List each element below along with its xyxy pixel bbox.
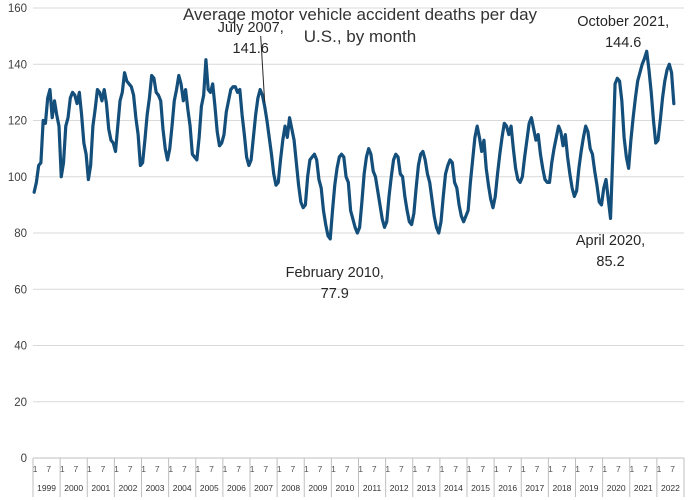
- month-tick-label: 1: [657, 464, 662, 474]
- month-tick-label: 1: [114, 464, 119, 474]
- month-tick-label: 7: [182, 464, 187, 474]
- y-tick-label: 140: [8, 59, 27, 71]
- chart-title: Average motor vehicle accident deaths pe…: [183, 5, 538, 24]
- month-tick-label: 7: [372, 464, 377, 474]
- annotation-leader-line: [260, 35, 266, 103]
- month-tick-label: 7: [263, 464, 268, 474]
- chart-subtitle: U.S., by month: [304, 27, 416, 46]
- month-tick-label: 7: [155, 464, 160, 474]
- month-tick-label: 7: [616, 464, 621, 474]
- month-tick-label: 7: [399, 464, 404, 474]
- month-tick-label: 1: [196, 464, 201, 474]
- annotation-value: 141.6: [233, 41, 269, 57]
- month-tick-label: 1: [521, 464, 526, 474]
- annotation-label: July 2007,: [218, 20, 284, 36]
- month-tick-label: 1: [331, 464, 336, 474]
- month-tick-label: 1: [223, 464, 228, 474]
- month-tick-label: 1: [385, 464, 390, 474]
- year-label: 2005: [200, 483, 219, 493]
- month-tick-label: 7: [73, 464, 78, 474]
- month-tick-label: 1: [413, 464, 418, 474]
- annotation-value: 85.2: [596, 254, 624, 270]
- year-label: 2008: [281, 483, 300, 493]
- year-label: 2007: [254, 483, 273, 493]
- year-label: 2001: [91, 483, 110, 493]
- month-tick-label: 7: [562, 464, 567, 474]
- y-tick-label: 40: [14, 341, 27, 353]
- month-tick-label: 7: [453, 464, 458, 474]
- month-tick-label: 1: [250, 464, 255, 474]
- year-label: 2020: [607, 483, 626, 493]
- year-label: 2004: [173, 483, 192, 493]
- month-tick-label: 1: [494, 464, 499, 474]
- month-tick-label: 7: [318, 464, 323, 474]
- month-tick-label: 7: [290, 464, 295, 474]
- month-tick-label: 1: [168, 464, 173, 474]
- y-tick-label: 100: [8, 172, 27, 184]
- year-label: 2015: [471, 483, 490, 493]
- month-tick-label: 1: [277, 464, 282, 474]
- year-label: 2021: [634, 483, 653, 493]
- year-label: 2009: [308, 483, 327, 493]
- month-tick-label: 7: [426, 464, 431, 474]
- y-tick-label: 120: [8, 116, 27, 128]
- annotation-value: 77.9: [321, 286, 349, 302]
- month-tick-label: 7: [535, 464, 540, 474]
- year-label: 2012: [390, 483, 409, 493]
- month-tick-label: 7: [589, 464, 594, 474]
- month-tick-label: 1: [440, 464, 445, 474]
- annotations: July 2007, 141.6 February 2010, 77.9 April 2…: [218, 14, 670, 302]
- month-tick-label: 7: [643, 464, 648, 474]
- year-label: 2022: [661, 483, 680, 493]
- month-tick-label: 7: [507, 464, 512, 474]
- y-tick-label: 0: [21, 453, 27, 465]
- year-label: 2013: [417, 483, 436, 493]
- month-tick-label: 7: [209, 464, 214, 474]
- month-tick-label: 1: [304, 464, 309, 474]
- month-tick-label: 7: [480, 464, 485, 474]
- y-axis-tick-labels: 0 20 40 60 80 100 120 140 160: [8, 3, 27, 465]
- month-tick-label: 1: [358, 464, 363, 474]
- year-label: 1999: [37, 483, 56, 493]
- y-tick-label: 60: [14, 284, 27, 296]
- y-tick-label: 20: [14, 397, 27, 409]
- year-label: 2006: [227, 483, 246, 493]
- y-tick-label: 80: [14, 228, 27, 240]
- month-tick-label: 1: [630, 464, 635, 474]
- month-tick-label: 1: [575, 464, 580, 474]
- month-tick-label: 1: [60, 464, 65, 474]
- annotation-label: October 2021,: [577, 14, 669, 30]
- month-tick-label: 7: [46, 464, 51, 474]
- series-line: [32, 49, 676, 241]
- year-label: 2019: [580, 483, 599, 493]
- annotation-label: February 2010,: [286, 265, 384, 281]
- month-tick-label: 7: [670, 464, 675, 474]
- month-tick-label: 7: [101, 464, 106, 474]
- month-tick-label: 1: [33, 464, 38, 474]
- year-label: 2010: [335, 483, 354, 493]
- year-label: 2018: [552, 483, 571, 493]
- month-tick-label: 7: [236, 464, 241, 474]
- gridlines: [33, 7, 684, 403]
- month-tick-label: 1: [467, 464, 472, 474]
- year-label: 2014: [444, 483, 463, 493]
- year-label: 2003: [146, 483, 165, 493]
- month-tick-label: 1: [548, 464, 553, 474]
- year-label: 2011: [363, 483, 382, 493]
- y-tick-label: 160: [8, 3, 27, 15]
- month-tick-label: 7: [345, 464, 350, 474]
- year-label: 2000: [64, 483, 83, 493]
- month-tick-label: 1: [602, 464, 607, 474]
- year-label: 2016: [498, 483, 517, 493]
- month-tick-label: 1: [141, 464, 146, 474]
- annotation-label: April 2020,: [576, 233, 645, 249]
- year-label: 2002: [118, 483, 137, 493]
- year-label: 2017: [525, 483, 544, 493]
- annotation-value: 144.6: [605, 35, 641, 51]
- month-tick-label: 7: [128, 464, 133, 474]
- month-tick-label: 1: [87, 464, 92, 474]
